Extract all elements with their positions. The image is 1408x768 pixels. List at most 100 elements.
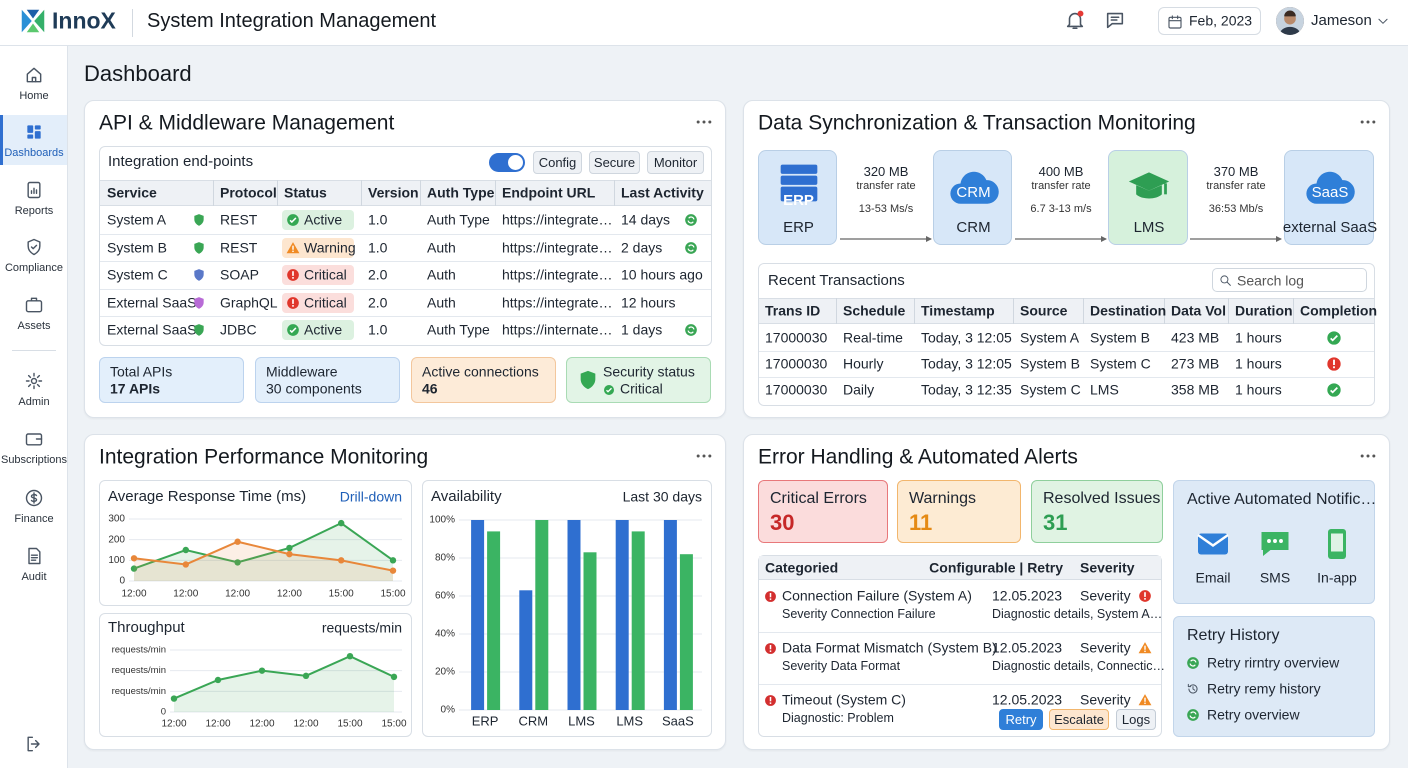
transactions-box <box>758 263 1375 406</box>
icon-part <box>30 187 38 195</box>
error-note: Diagnostic details, Connectic… <box>992 659 1165 674</box>
panel-menu[interactable] <box>1358 112 1378 132</box>
status-icon <box>286 241 300 255</box>
service-icon <box>192 323 206 337</box>
status-icon <box>286 323 300 337</box>
sidebar-item[interactable]: Home <box>19 89 49 102</box>
completion-icon <box>1326 356 1342 372</box>
sidebar-item[interactable]: Finance <box>14 512 54 525</box>
search-icon <box>1219 274 1232 287</box>
retry-item[interactable]: Retry remy history <box>1207 680 1321 697</box>
table-cell: 2.0 <box>368 293 388 310</box>
retry-item[interactable]: Retry rirntry overview <box>1207 654 1340 671</box>
icon-part <box>1279 26 1301 35</box>
status-pill: Critical <box>282 265 354 285</box>
column-header: Protocol <box>220 184 277 201</box>
action-button[interactable]: Logs <box>1116 709 1156 730</box>
icon-part <box>1197 533 1229 555</box>
table-cell: System C <box>107 266 168 283</box>
icon-part <box>26 67 42 83</box>
link-volume: 370 MB <box>1213 163 1259 179</box>
channel-label: Email <box>1195 569 1231 586</box>
chart-link[interactable]: Drill-down <box>339 488 402 505</box>
icon-part <box>30 297 38 302</box>
search-box[interactable]: Search log <box>1212 268 1367 292</box>
retry-history-box: Retry History Retry rirntry overview Retry… <box>1173 616 1375 737</box>
icon-part <box>27 238 41 256</box>
table-cell: 1 hours <box>1235 381 1282 398</box>
stat-label: Security status <box>603 363 695 380</box>
icon-part <box>685 324 697 336</box>
retry-icon <box>1186 682 1200 696</box>
stat-card: Security status Critical <box>566 357 711 403</box>
messages-button[interactable] <box>1104 9 1126 31</box>
icon-part <box>1168 16 1182 29</box>
icon-part <box>25 300 43 313</box>
panel <box>743 100 1390 418</box>
sidebar-item[interactable]: Audit <box>21 570 47 583</box>
icon-part <box>194 324 204 336</box>
icon-part <box>1128 172 1170 199</box>
icon-part <box>1330 387 1338 394</box>
retry-item[interactable]: Retry overview <box>1207 706 1300 723</box>
icon-part <box>769 644 772 650</box>
node-icon-label: ERP <box>783 191 814 209</box>
icon-part <box>287 214 299 226</box>
chart-title: Average Response Time (ms) <box>108 487 307 505</box>
action-button[interactable]: Retry <box>999 709 1043 730</box>
table-cell: Auth <box>427 293 456 310</box>
column-header: Status <box>284 184 327 201</box>
column-divider <box>1293 298 1294 324</box>
panel-menu[interactable] <box>694 446 714 466</box>
icon-part <box>1138 694 1152 706</box>
notifications-button[interactable] <box>1064 9 1086 31</box>
sidebar-item[interactable]: Subscriptions <box>0 453 68 466</box>
icon-part <box>292 298 294 304</box>
sidebar-active-bg <box>0 115 67 165</box>
toolbar-button[interactable]: Secure <box>589 151 640 174</box>
icon-part <box>685 241 697 254</box>
sidebar-item[interactable]: Assets <box>17 319 51 332</box>
sidebar-icon <box>24 295 44 315</box>
logout-button[interactable] <box>24 734 44 754</box>
sidebar-item[interactable]: Dashboards <box>4 146 64 159</box>
error-card: Warnings 11 <box>897 480 1021 543</box>
table-cell: Daily <box>843 381 875 398</box>
icon-part <box>1101 236 1107 242</box>
action-button[interactable]: Escalate <box>1049 709 1109 730</box>
table-cell: System B <box>107 238 167 255</box>
icon-part <box>1187 657 1199 669</box>
icon-part <box>31 76 37 83</box>
row-divider <box>759 684 1161 685</box>
icon-part <box>1284 10 1296 17</box>
icon-part <box>696 120 712 124</box>
column-header: Configurable | Retry <box>929 559 1063 576</box>
column-header: Completion <box>1300 302 1377 319</box>
icon-part <box>25 372 43 390</box>
app-title: System Integration Management <box>147 10 437 32</box>
stat-value: 30 components <box>266 380 362 397</box>
table-cell: Today, 3 12:05 <box>921 355 1012 372</box>
sidebar-item[interactable]: Compliance <box>4 261 64 274</box>
toggle[interactable] <box>489 153 525 172</box>
sidebar-item[interactable]: Reports <box>14 204 54 217</box>
system-node: CRM CRM <box>933 150 1012 245</box>
chart-unit: requests/min <box>321 619 402 636</box>
sidebar-item[interactable]: Admin <box>18 395 50 408</box>
panel-menu[interactable] <box>1358 446 1378 466</box>
error-title: Timeout (System C) <box>782 691 906 708</box>
toolbar-button[interactable]: Monitor <box>647 151 704 174</box>
chart-title: Throughput <box>108 618 185 636</box>
activity-icon <box>684 213 698 227</box>
panel-menu[interactable] <box>694 112 714 132</box>
brand-name: InnoX <box>52 7 116 34</box>
user-avatar[interactable] <box>1276 7 1304 35</box>
toolbar-button[interactable]: Config <box>533 151 582 174</box>
column-divider <box>361 180 362 206</box>
column-divider <box>420 180 421 206</box>
status-label: Critical <box>304 293 347 310</box>
icon-part <box>1106 12 1124 29</box>
date-picker[interactable]: Feb, 2023 <box>1158 7 1261 35</box>
icon-part <box>1306 171 1355 204</box>
link-volume: 320 MB <box>863 163 909 179</box>
